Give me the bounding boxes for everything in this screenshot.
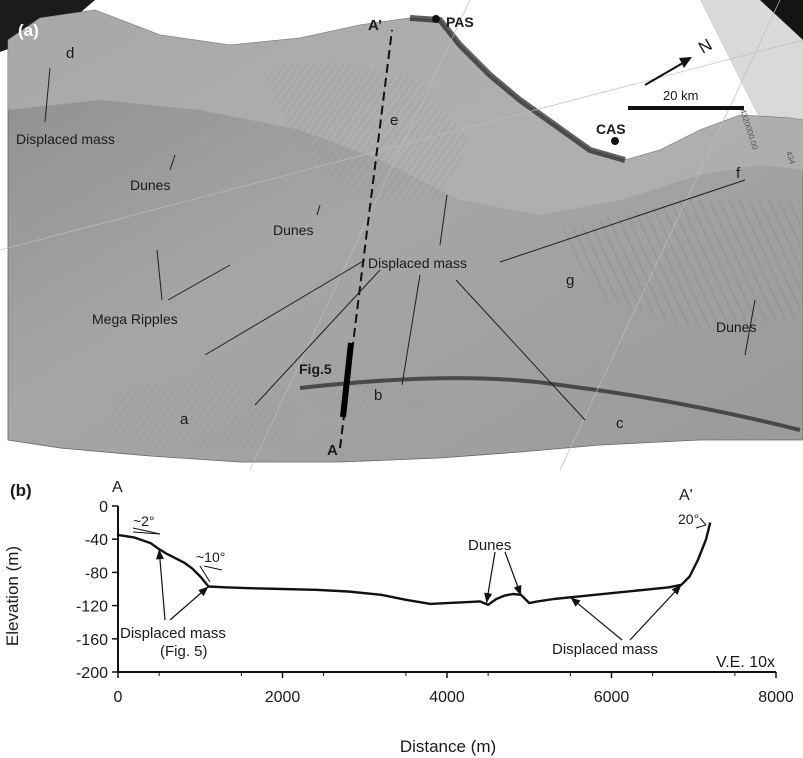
pas-label: PAS: [446, 14, 474, 30]
fig5-marker: [340, 342, 354, 418]
x-tick-label: 8000: [758, 689, 794, 706]
displaced-mass-annotation-left: Displaced mass: [120, 625, 226, 642]
slope-toe-scarp: [299, 376, 801, 432]
dunes-annotation: Dunes: [468, 537, 511, 554]
displaced-mass-texture-abc: [110, 375, 300, 452]
panel-b-label: (b): [10, 481, 32, 500]
profile-start-label-b: A: [112, 479, 123, 496]
arrow-head: [513, 584, 522, 596]
arrow-head: [570, 597, 581, 607]
coastline-cliff: [409, 15, 626, 163]
arrow-head: [671, 584, 682, 595]
ripple-field: [560, 200, 800, 330]
x-axis-label: Distance (m): [400, 737, 496, 756]
profile-annotation-lines: [132, 517, 707, 583]
arrow-shaft: [629, 584, 682, 641]
profile-end-label-b: A': [679, 487, 693, 504]
arrow-shaft: [569, 596, 623, 641]
vertical-exaggeration-label: V.E. 10x: [716, 654, 775, 671]
site-letter-b: b: [374, 387, 382, 404]
y-tick-label: -40: [85, 532, 108, 549]
cas-label: CAS: [596, 121, 626, 137]
x-tick-label: 4000: [429, 689, 465, 706]
grid-coordinate-label-2: 434: [784, 150, 797, 166]
annotation-arrows: [156, 549, 682, 641]
site-letter-d: d: [66, 45, 74, 62]
grid-margin: [700, 0, 803, 150]
y-tick-label: 0: [99, 499, 108, 516]
y-tick-label: -160: [76, 632, 108, 649]
displaced-mass-texture-e: [260, 60, 470, 200]
y-tick-label: -200: [76, 665, 108, 682]
panel-a-label: (a): [18, 21, 39, 40]
bathymetry-map: (a) A’ PAS CAS N 20 km 4320000.00 434 d …: [0, 0, 803, 470]
dunes-label-1: Dunes: [130, 177, 170, 193]
x-tick-label: 0: [114, 689, 123, 706]
chart-ticks: 0 -40 -80 -120 -160 -200 0 2000 4000 6000 8000: [76, 499, 794, 706]
scale-bar: [628, 106, 744, 110]
site-letter-e: e: [390, 112, 398, 129]
arrow-head: [198, 586, 209, 597]
site-letter-g: g: [566, 272, 574, 289]
mega-ripples-label: Mega Ripples: [92, 311, 178, 327]
site-letter-c: c: [616, 415, 624, 432]
arrow-shaft: [158, 549, 166, 621]
leader-lines: [44, 67, 756, 421]
displaced-mass-label-nw: Displaced mass: [16, 131, 115, 147]
site-letter-a: a: [180, 411, 189, 428]
slope-2-label: ~2°: [133, 513, 155, 529]
profile-end-label: A’: [368, 17, 382, 34]
y-axis-label: Elevation (m): [3, 546, 22, 646]
elevation-profile-chart: (b) A A' 0 -40 -80 -120 -160 -200 0 2000 4000 600…: [3, 479, 794, 756]
y-tick-label: -120: [76, 599, 108, 616]
map-grid: [0, 0, 803, 470]
y-tick-label: -80: [85, 565, 108, 582]
displaced-mass-label-center: Displaced mass: [368, 255, 467, 271]
site-letter-f: f: [736, 165, 741, 182]
north-arrow: [644, 59, 689, 86]
map-dark-corner-right: [760, 0, 803, 40]
north-arrow-head: [679, 57, 692, 68]
displaced-mass-annotation-right: Displaced mass: [552, 641, 658, 658]
pas-station-marker: [432, 15, 440, 23]
elevation-profile-line: [117, 522, 712, 606]
scale-bar-label: 20 km: [663, 88, 698, 103]
arrow-head: [156, 549, 164, 560]
x-tick-label: 2000: [265, 689, 301, 706]
slope-10-label: ~10°: [196, 549, 225, 565]
x-tick-label: 6000: [594, 689, 630, 706]
displaced-mass-annotation-left-ref: (Fig. 5): [160, 643, 208, 660]
cas-station-marker: [611, 137, 619, 145]
dunes-label-2: Dunes: [273, 222, 313, 238]
dunes-label-se: Dunes: [716, 319, 756, 335]
arrow-head: [484, 592, 493, 604]
slope-20-label: 20°: [678, 511, 699, 527]
fig5-label: Fig.5: [299, 361, 332, 377]
profile-start-label: A: [327, 442, 338, 459]
